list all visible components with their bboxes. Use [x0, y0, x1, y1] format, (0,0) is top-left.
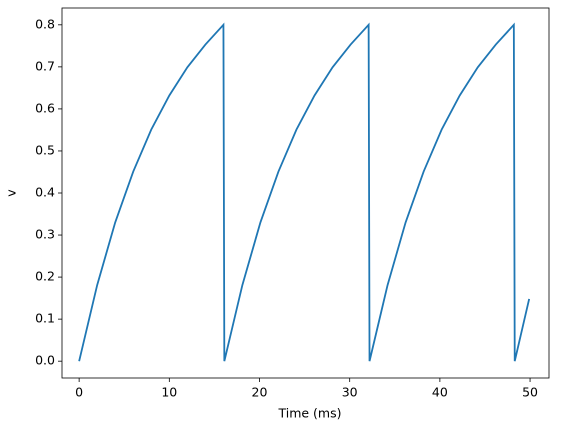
x-tick-label: 10 — [161, 385, 177, 400]
y-tick-label: 0.8 — [35, 16, 55, 31]
y-tick-label: 0.5 — [35, 142, 55, 157]
y-axis-label: v — [4, 189, 19, 197]
plot-frame — [61, 7, 550, 379]
y-tick-label: 0.4 — [35, 185, 55, 200]
x-tick-label: 20 — [252, 385, 268, 400]
x-tick-label: 0 — [75, 385, 83, 400]
x-axis-label: Time (ms) — [277, 406, 341, 421]
y-tick-label: 0.6 — [35, 100, 55, 115]
x-tick-label: 50 — [522, 385, 538, 400]
x-tick-label: 40 — [432, 385, 448, 400]
y-tick-label: 0.1 — [35, 311, 55, 326]
y-tick-label: 0.2 — [35, 269, 55, 284]
y-tick-label: 0.7 — [35, 58, 55, 73]
x-tick-label: 30 — [342, 385, 358, 400]
y-tick-label: 0.3 — [35, 227, 55, 242]
y-tick-label: 0.0 — [35, 353, 55, 368]
line-series — [78, 22, 531, 362]
